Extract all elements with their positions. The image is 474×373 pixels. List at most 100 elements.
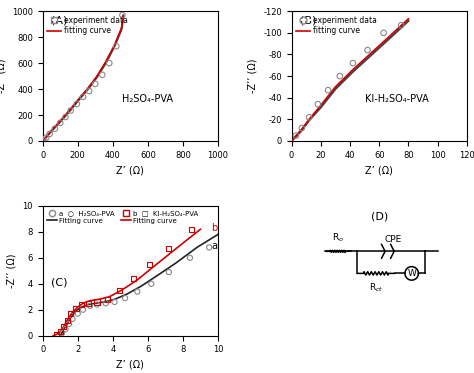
experiment data	[305, 114, 313, 120]
Text: a: a	[211, 241, 217, 251]
Line: fitting curve: fitting curve	[292, 19, 409, 141]
Point	[64, 317, 71, 323]
experiment data	[40, 137, 47, 143]
experiment data	[106, 60, 113, 66]
fitting curve	[120, 13, 126, 17]
fitting curve	[306, 117, 312, 122]
Point	[102, 300, 109, 306]
experiment data	[118, 12, 126, 18]
Point	[77, 301, 85, 307]
Point	[93, 299, 101, 305]
Point	[69, 316, 76, 322]
Legend: a  ○  H₂SO₄-PVA, Fitting curve, b  □  KI-H₂SO₄-PVA, Fitting curve: a ○ H₂SO₄-PVA, Fitting curve, b □ KI-H₂S…	[46, 209, 199, 224]
Point	[62, 326, 69, 332]
fitting curve	[333, 85, 338, 89]
Point	[165, 269, 173, 275]
experiment data	[112, 43, 120, 49]
Text: W: W	[407, 269, 416, 278]
experiment data	[51, 126, 59, 132]
fitting curve	[299, 127, 305, 131]
experiment data	[336, 73, 344, 79]
experiment data	[298, 125, 306, 131]
Legend: experiment data, fitting curve: experiment data, fitting curve	[46, 15, 128, 36]
fitting curve	[103, 60, 109, 64]
Text: KI-H₂SO₄-PVA: KI-H₂SO₄-PVA	[365, 94, 428, 104]
fitting curve	[70, 104, 75, 109]
fitting curve	[388, 33, 394, 37]
Point	[72, 305, 80, 311]
Point	[116, 287, 124, 293]
experiment data	[73, 101, 81, 107]
experiment data	[67, 107, 74, 113]
experiment data	[364, 47, 371, 53]
experiment data	[56, 120, 64, 126]
fitting curve	[118, 26, 124, 30]
Text: (A): (A)	[51, 15, 68, 25]
Text: (D): (D)	[371, 211, 388, 221]
Point	[65, 321, 73, 327]
Point	[134, 289, 141, 295]
experiment data	[79, 94, 87, 100]
Point	[84, 300, 92, 306]
X-axis label: Z’ (Ω): Z’ (Ω)	[365, 165, 393, 175]
Line: fitting curve: fitting curve	[43, 15, 123, 141]
Text: R$_{ct}$: R$_{ct}$	[369, 282, 383, 294]
experiment data	[314, 101, 322, 107]
Point	[146, 261, 154, 267]
Legend: experiment data, fitting curve: experiment data, fitting curve	[295, 15, 378, 36]
Y-axis label: -Z’’ (Ω): -Z’’ (Ω)	[247, 59, 257, 93]
fitting curve	[45, 132, 51, 137]
fitting curve	[289, 139, 294, 143]
Text: b: b	[211, 223, 217, 233]
X-axis label: Z’ (Ω): Z’ (Ω)	[117, 165, 144, 175]
Text: H₂SO₄-PVA: H₂SO₄-PVA	[122, 94, 173, 104]
fitting curve	[77, 96, 82, 100]
Point	[86, 303, 94, 309]
fitting curve	[49, 127, 55, 132]
experiment data	[46, 131, 54, 137]
Point	[56, 329, 64, 335]
Point	[58, 330, 66, 336]
experiment data	[292, 132, 300, 138]
Y-axis label: -Z’’ (Ω): -Z’’ (Ω)	[0, 59, 6, 93]
Point	[165, 246, 173, 252]
Text: CPE: CPE	[384, 235, 401, 244]
Point	[188, 226, 195, 232]
fitting curve	[318, 103, 324, 107]
experiment data	[85, 88, 93, 94]
experiment data	[91, 81, 99, 87]
fitting curve	[406, 16, 411, 21]
fitting curve	[350, 68, 356, 72]
fitting curve	[293, 133, 299, 138]
fitting curve	[55, 120, 61, 125]
Point	[205, 244, 213, 250]
fitting curve	[94, 74, 100, 78]
experiment data	[380, 30, 387, 36]
fitting curve	[112, 43, 118, 47]
experiment data	[42, 135, 50, 141]
fitting curve	[40, 139, 46, 143]
Point	[186, 255, 194, 261]
X-axis label: Z’ (Ω): Z’ (Ω)	[117, 360, 144, 370]
Point	[104, 297, 111, 303]
experiment data	[99, 72, 106, 78]
experiment data	[324, 87, 332, 93]
fitting curve	[369, 50, 375, 54]
Point	[93, 301, 101, 307]
Point	[130, 276, 137, 282]
fitting curve	[85, 85, 91, 90]
Y-axis label: -Z’’ (Ω): -Z’’ (Ω)	[7, 254, 17, 288]
fitting curve	[63, 113, 68, 117]
experiment data	[397, 22, 405, 28]
experiment data	[62, 114, 69, 120]
Text: (C): (C)	[51, 277, 68, 287]
Point	[60, 324, 67, 330]
Point	[53, 332, 61, 338]
Point	[74, 311, 82, 317]
Text: (B): (B)	[301, 15, 317, 25]
Text: R$_o$: R$_o$	[332, 232, 344, 244]
Point	[79, 307, 87, 313]
Point	[147, 281, 155, 287]
Point	[111, 299, 118, 305]
fitting curve	[41, 138, 46, 142]
